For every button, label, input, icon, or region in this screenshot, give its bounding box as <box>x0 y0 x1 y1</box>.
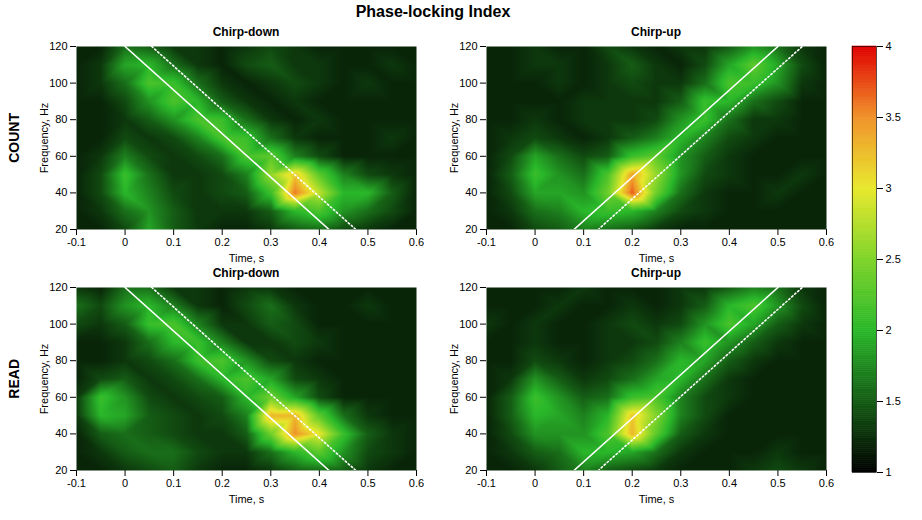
svg-text:4: 4 <box>886 40 892 52</box>
html-text:COUNT: COUNT <box>6 112 22 163</box>
svg-text:Frequency, Hz: Frequency, Hz <box>448 103 460 174</box>
svg-text:0: 0 <box>532 477 538 489</box>
svg-text:2.5: 2.5 <box>886 253 901 265</box>
svg-text:Time, s: Time, s <box>639 493 675 505</box>
svg-text:60: 60 <box>465 391 477 403</box>
svg-text:1.5: 1.5 <box>886 395 901 407</box>
svg-text:0: 0 <box>122 477 128 489</box>
svg-text:0: 0 <box>532 236 538 248</box>
svg-text:0.5: 0.5 <box>360 236 375 248</box>
svg-text:40: 40 <box>465 427 477 439</box>
svg-text:-0.1: -0.1 <box>67 236 86 248</box>
svg-text:40: 40 <box>465 186 477 198</box>
svg-text:0.2: 0.2 <box>215 236 230 248</box>
svg-text:Time, s: Time, s <box>639 252 675 264</box>
svg-text:0.3: 0.3 <box>263 236 278 248</box>
svg-text:1: 1 <box>886 466 892 478</box>
svg-text:0.5: 0.5 <box>360 477 375 489</box>
svg-text:0.5: 0.5 <box>770 477 785 489</box>
svg-text:0.4: 0.4 <box>312 477 327 489</box>
svg-text:0.2: 0.2 <box>625 477 640 489</box>
svg-text:Frequency, Hz: Frequency, Hz <box>38 103 50 174</box>
svg-text:3.5: 3.5 <box>886 111 901 123</box>
svg-text:0.1: 0.1 <box>576 236 591 248</box>
svg-text:3: 3 <box>886 182 892 194</box>
svg-text:0.4: 0.4 <box>722 477 737 489</box>
svg-text:80: 80 <box>465 354 477 366</box>
svg-text:40: 40 <box>55 186 67 198</box>
svg-text:Frequency, Hz: Frequency, Hz <box>38 344 50 415</box>
svg-text:120: 120 <box>459 40 477 52</box>
svg-text:0.4: 0.4 <box>312 236 327 248</box>
svg-text:0.1: 0.1 <box>166 477 181 489</box>
svg-text:0.6: 0.6 <box>409 236 424 248</box>
html-text:READ: READ <box>6 358 22 399</box>
svg-text:0.2: 0.2 <box>625 236 640 248</box>
svg-text:20: 20 <box>465 464 477 476</box>
svg-text:80: 80 <box>55 113 67 125</box>
svg-text:0.4: 0.4 <box>722 236 737 248</box>
svg-text:Frequency, Hz: Frequency, Hz <box>448 344 460 415</box>
svg-text:0.3: 0.3 <box>673 477 688 489</box>
svg-text:0.6: 0.6 <box>819 236 834 248</box>
svg-text:20: 20 <box>55 223 67 235</box>
svg-text:120: 120 <box>49 40 67 52</box>
svg-text:20: 20 <box>55 464 67 476</box>
svg-text:0.6: 0.6 <box>819 477 834 489</box>
svg-text:60: 60 <box>55 391 67 403</box>
svg-text:0.1: 0.1 <box>166 236 181 248</box>
svg-text:0.6: 0.6 <box>409 477 424 489</box>
svg-text:60: 60 <box>465 150 477 162</box>
svg-text:0.3: 0.3 <box>263 477 278 489</box>
html-text:Chirp-down: Chirp-down <box>212 25 280 39</box>
html-text:Chirp-down: Chirp-down <box>212 266 280 280</box>
svg-text:0: 0 <box>122 236 128 248</box>
svg-text:60: 60 <box>55 150 67 162</box>
svg-text:100: 100 <box>459 77 477 89</box>
html-text:Chirp-up: Chirp-up <box>631 266 681 280</box>
svg-text:Time, s: Time, s <box>229 493 265 505</box>
svg-text:Time, s: Time, s <box>229 252 265 264</box>
svg-text:80: 80 <box>55 354 67 366</box>
svg-text:-0.1: -0.1 <box>477 477 496 489</box>
svg-text:120: 120 <box>49 281 67 293</box>
svg-text:80: 80 <box>465 113 477 125</box>
svg-text:120: 120 <box>459 281 477 293</box>
svg-text:0.3: 0.3 <box>673 236 688 248</box>
svg-text:40: 40 <box>55 427 67 439</box>
svg-text:0.1: 0.1 <box>576 477 591 489</box>
svg-text:100: 100 <box>49 77 67 89</box>
svg-text:-0.1: -0.1 <box>67 477 86 489</box>
svg-text:20: 20 <box>465 223 477 235</box>
svg-text:0.5: 0.5 <box>770 236 785 248</box>
svg-text:2: 2 <box>886 324 892 336</box>
svg-text:100: 100 <box>49 318 67 330</box>
svg-text:100: 100 <box>459 318 477 330</box>
svg-text:0.2: 0.2 <box>215 477 230 489</box>
html-text:Chirp-up: Chirp-up <box>631 25 681 39</box>
svg-text:-0.1: -0.1 <box>477 236 496 248</box>
html-text:Phase-locking Index: Phase-locking Index <box>355 3 511 20</box>
